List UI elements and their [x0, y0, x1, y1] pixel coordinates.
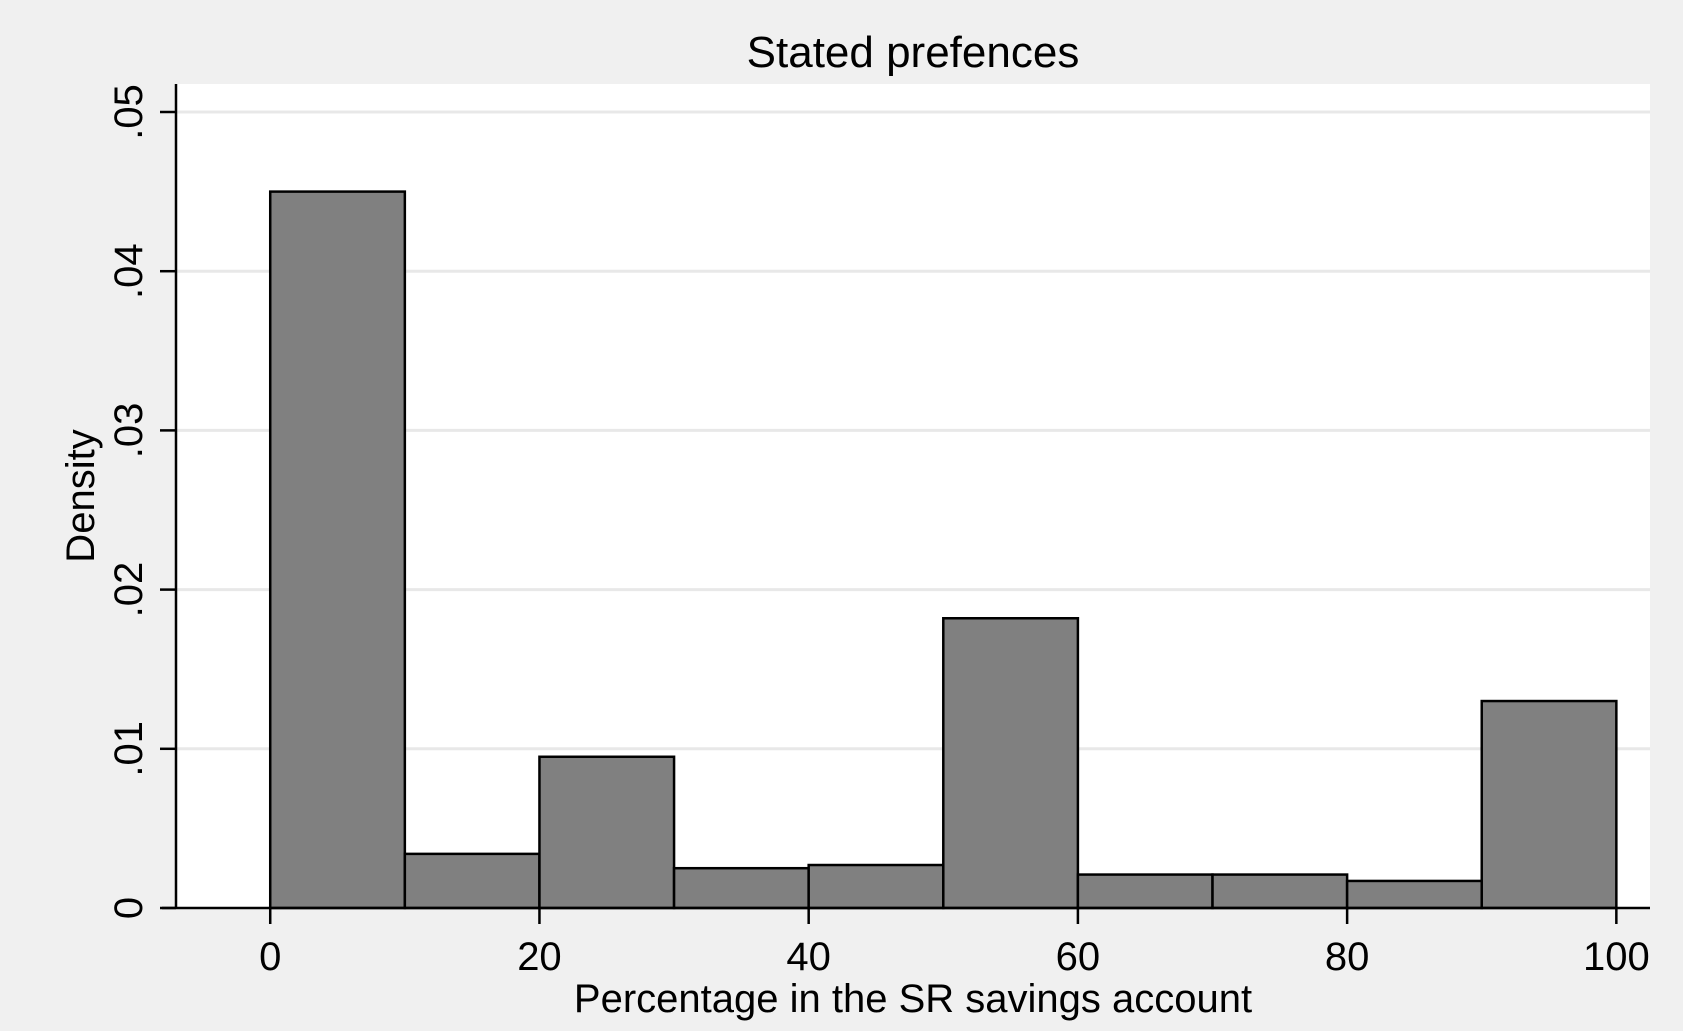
y-tick-label: .03	[107, 403, 151, 459]
histogram-bar-2	[405, 854, 540, 908]
histogram-bar-6	[943, 618, 1078, 908]
histogram-bar-4	[674, 868, 809, 908]
histogram-bar-10	[1482, 701, 1617, 908]
x-tick-label: 0	[259, 935, 281, 979]
histogram-bar-7	[1078, 875, 1213, 908]
y-axis-label: Density	[59, 429, 103, 562]
x-tick-label: 100	[1583, 935, 1650, 979]
histogram-bar-1	[270, 192, 405, 908]
x-tick-label: 60	[1056, 935, 1101, 979]
y-tick-label: .05	[107, 84, 151, 140]
histogram-bar-5	[809, 865, 944, 908]
y-tick-label: 0	[107, 897, 151, 919]
histogram-bar-9	[1347, 881, 1482, 908]
histogram-bar-8	[1213, 875, 1348, 908]
y-tick-label: .02	[107, 562, 151, 618]
x-tick-label: 80	[1325, 935, 1370, 979]
y-tick-label: .01	[107, 721, 151, 777]
chart-title: Stated prefences	[747, 28, 1080, 77]
x-tick-label: 20	[517, 935, 562, 979]
y-tick-label: .04	[107, 243, 151, 299]
x-tick-label: 40	[786, 935, 831, 979]
x-axis-label: Percentage in the SR savings account	[574, 977, 1252, 1021]
histogram-bar-3	[539, 757, 674, 908]
